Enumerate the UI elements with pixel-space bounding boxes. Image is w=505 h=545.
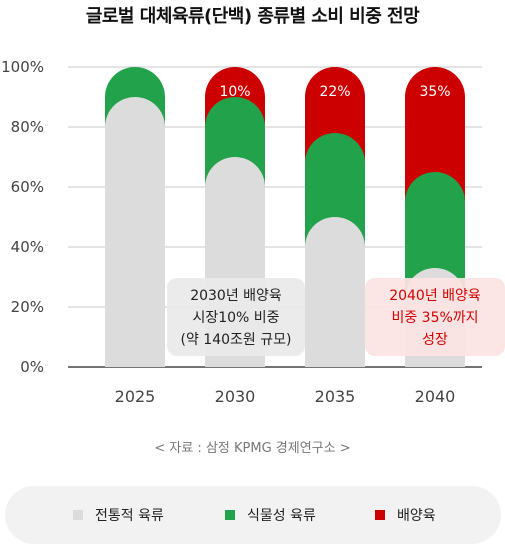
legend-item-plant: 식물성 육류	[225, 486, 316, 544]
y-tick-label: 20%	[11, 298, 44, 316]
annotation-line: 성장	[422, 332, 448, 348]
bar-stack-2025	[105, 67, 165, 367]
x-tick-label: 2040	[415, 387, 456, 406]
legend-item-cultured: 배양육	[375, 486, 436, 544]
x-tick-label: 2025	[115, 387, 156, 406]
annotation-box	[167, 278, 305, 356]
annotation-line: 비중 35%까지	[391, 310, 478, 326]
legend-label-cultured: 배양육	[397, 508, 436, 524]
x-tick-label: 2030	[215, 387, 256, 406]
data-label-2040: 35%	[419, 84, 450, 100]
chart-title: 글로벌 대체육류(단백) 종류별 소비 비중 전망	[85, 6, 420, 27]
legend-label-plant: 식물성 육류	[247, 508, 316, 524]
bar-traditional-2035	[305, 217, 365, 367]
legend-swatch-plant	[225, 510, 235, 520]
legend-swatch-cultured	[375, 510, 385, 520]
annotation-box	[365, 278, 505, 356]
data-label-2035: 22%	[319, 84, 350, 100]
annotation-line: 시장10% 비중	[192, 310, 279, 326]
bar-traditional-2025	[105, 97, 165, 367]
stacked-bar-chart: 0% 20% 40% 60% 80% 100% 2025 2030 2035 2040 10% 2…	[1, 58, 505, 406]
bar-traditional-2030	[205, 157, 265, 367]
legend: 전통적 육류 식물성 육류 배양육	[5, 486, 501, 544]
y-tick-label: 60%	[11, 178, 44, 196]
legend-item-traditional: 전통적 육류	[73, 486, 164, 544]
y-tick-label: 100%	[1, 58, 44, 76]
annotation-line: 2040년 배양육	[389, 288, 481, 304]
y-tick-label: 80%	[11, 118, 44, 136]
source-note: < 자료 : 삼정 KPMG 경제연구소 >	[154, 441, 351, 456]
legend-swatch-traditional	[73, 510, 83, 520]
y-tick-label: 40%	[11, 238, 44, 256]
annotation-line: 2030년 배양육	[190, 288, 282, 304]
data-label-2030: 10%	[219, 84, 250, 100]
annotation-line: (약 140조원 규모)	[181, 332, 292, 348]
y-tick-label: 0%	[20, 358, 44, 376]
x-tick-label: 2035	[315, 387, 356, 406]
bar-stack-2035	[305, 67, 365, 367]
legend-label-traditional: 전통적 육류	[95, 508, 164, 524]
